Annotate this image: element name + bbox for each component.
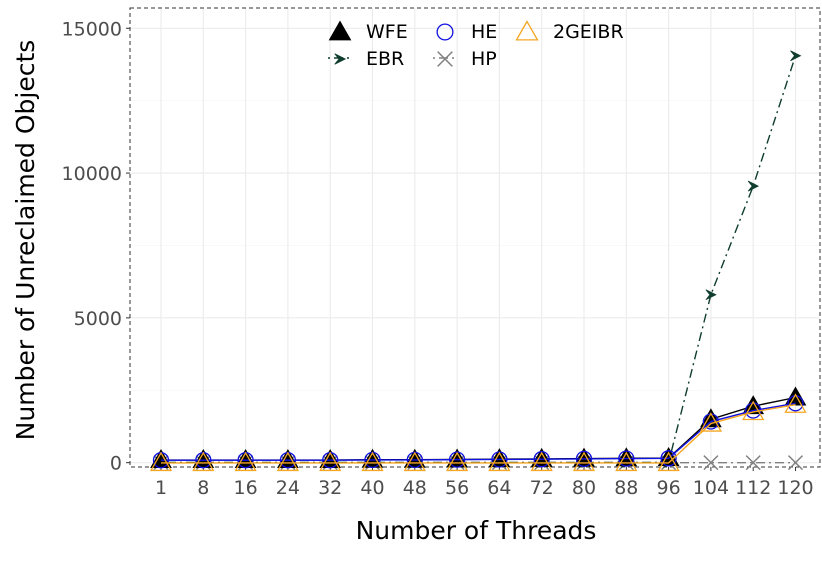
y-axis-title: Number of Unreclaimed Objects — [11, 40, 40, 441]
series-2geibr — [149, 393, 807, 472]
data-point-2geibr — [276, 451, 300, 472]
series-group — [149, 50, 807, 472]
series-line-he — [161, 402, 796, 461]
legend-key-marker — [437, 51, 453, 67]
x-tick-label: 72 — [530, 477, 554, 499]
data-point-2geibr — [572, 451, 596, 472]
data-point-2geibr — [319, 451, 342, 472]
data-point-2geibr — [488, 451, 511, 472]
legend-label-ebr: EBR — [366, 48, 404, 70]
legend-label-2geibr: 2GEIBR — [553, 21, 624, 43]
series-line-ebr — [161, 55, 797, 464]
legend-label-wfe: WFE — [366, 21, 408, 43]
data-point-2geibr — [234, 451, 257, 472]
x-axis-title: Number of Threads — [356, 516, 597, 545]
data-point-2geibr — [530, 451, 553, 472]
y-tick-label: 5000 — [74, 308, 122, 330]
x-tick-label: 32 — [318, 477, 342, 499]
legend-item-ebr: EBR — [328, 48, 404, 70]
data-point-hp — [703, 455, 719, 471]
x-tick-label: 80 — [572, 477, 596, 499]
series-line-2geibr — [161, 404, 796, 464]
data-point-he — [618, 450, 635, 467]
x-tick-label: 48 — [403, 477, 427, 499]
data-point-2geibr — [657, 451, 680, 472]
data-point-2geibr — [699, 412, 723, 432]
data-point-ebr — [747, 180, 760, 192]
x-tick-label: 56 — [445, 477, 469, 499]
legend-key-marker — [328, 20, 352, 41]
data-point-ebr — [790, 50, 802, 62]
x-tick-label: 120 — [777, 477, 813, 499]
data-point-2geibr — [615, 451, 638, 472]
series-ebr — [155, 50, 802, 468]
x-tick-label: 88 — [614, 477, 638, 499]
legend-item-hp: HP — [433, 48, 497, 70]
legend-item-2geibr: 2GEIBR — [515, 20, 624, 43]
legend-key-marker — [436, 23, 454, 41]
data-point-hp — [787, 455, 804, 471]
data-point-2geibr — [445, 451, 469, 472]
legend-item-wfe: WFE — [328, 20, 408, 43]
data-point-hp — [745, 455, 761, 471]
series-line-wfe — [161, 396, 796, 461]
x-tick-label: 16 — [234, 477, 258, 499]
data-point-2geibr — [192, 451, 215, 472]
y-tick-label: 0 — [110, 453, 122, 475]
x-tick-label: 40 — [360, 477, 384, 499]
legend-label-he: HE — [471, 21, 497, 43]
x-tick-label: 112 — [735, 477, 771, 499]
data-point-he — [575, 450, 593, 468]
legend-label-hp: HP — [471, 48, 497, 70]
legend-item-he: HE — [436, 21, 497, 43]
data-point-2geibr — [149, 451, 173, 472]
x-tick-label: 64 — [487, 477, 511, 499]
legend-key-marker — [334, 53, 347, 65]
x-tick-label: 1 — [155, 477, 167, 499]
data-point-2geibr — [742, 400, 765, 421]
panel-border — [129, 7, 821, 468]
x-tick-label: 8 — [197, 477, 209, 499]
legend: WFE HE 2GEIBR EBR HP — [328, 20, 624, 70]
data-point-2geibr — [784, 393, 807, 413]
data-point-ebr — [705, 289, 717, 301]
y-tick-label: 15000 — [62, 18, 122, 40]
grid — [130, 8, 820, 467]
y-tick-label: 10000 — [62, 163, 122, 185]
x-tick-label: 24 — [276, 477, 300, 499]
axes: 0 5000 10000 15000 1 8 16 24 32 40 48 56 64 72 80 88 96 1… — [62, 18, 814, 499]
legend-key-marker — [515, 20, 539, 41]
data-point-2geibr — [403, 451, 426, 472]
data-point-2geibr — [361, 451, 384, 472]
x-tick-label: 96 — [657, 477, 681, 499]
data-point-he — [660, 450, 677, 467]
x-tick-label: 104 — [693, 477, 729, 499]
